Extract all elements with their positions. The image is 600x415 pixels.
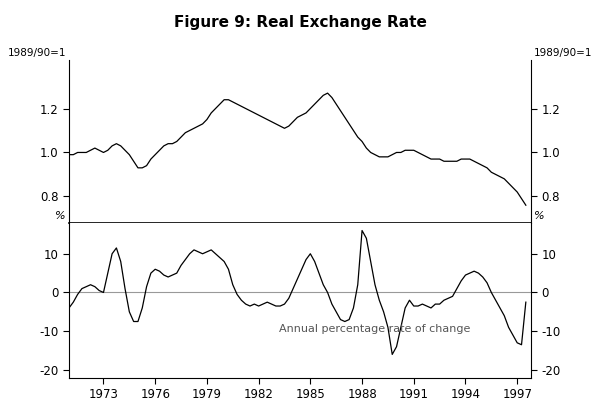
Text: Annual percentage rate of change: Annual percentage rate of change: [280, 324, 470, 334]
Text: %: %: [55, 211, 66, 221]
Text: %: %: [534, 211, 545, 221]
Text: Figure 9: Real Exchange Rate: Figure 9: Real Exchange Rate: [173, 15, 427, 29]
Text: 1989/90=1: 1989/90=1: [7, 48, 66, 58]
Text: 1989/90=1: 1989/90=1: [534, 48, 593, 58]
